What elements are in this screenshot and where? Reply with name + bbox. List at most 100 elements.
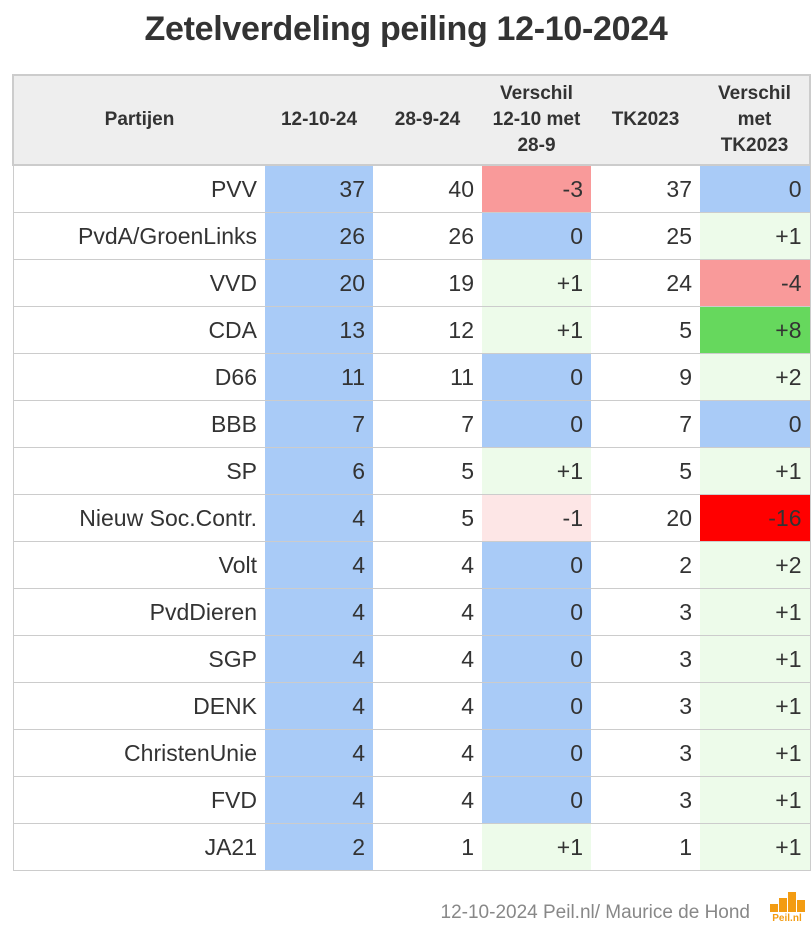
diff-previous-cell: -1 — [482, 494, 591, 542]
tk2023-seats-cell: 3 — [591, 682, 700, 730]
tk2023-seats-cell: 3 — [591, 635, 700, 683]
diff-tk2023-cell: -4 — [700, 259, 811, 307]
previous-seats-cell: 11 — [373, 353, 482, 401]
diff-previous-cell: 0 — [482, 635, 591, 683]
diff-tk2023-cell: +1 — [700, 635, 811, 683]
current-seats-cell: 26 — [265, 212, 373, 260]
party-cell: Volt — [12, 541, 265, 589]
party-cell: JA21 — [12, 823, 265, 871]
tk2023-seats-cell: 5 — [591, 306, 700, 354]
table-row: Nieuw Soc.Contr. 4 5 -1 20 -16 — [12, 494, 811, 542]
diff-previous-cell: 0 — [482, 588, 591, 636]
diff-tk2023-cell: 0 — [700, 400, 811, 448]
table-row: PVV 37 40 -3 37 0 — [12, 165, 811, 213]
source-credit: 12-10-2024 Peil.nl/ Maurice de Hond — [440, 902, 750, 923]
header-tk2023: TK2023 — [591, 74, 700, 166]
diff-tk2023-cell: +1 — [700, 682, 811, 730]
diff-tk2023-cell: +1 — [700, 776, 811, 824]
previous-seats-cell: 40 — [373, 165, 482, 213]
table-row: JA21 2 1 +1 1 +1 — [12, 823, 811, 871]
header-row: Partijen 12-10-24 28-9-24 Verschil 12-10… — [12, 74, 811, 166]
table-row: VVD 20 19 +1 24 -4 — [12, 259, 811, 307]
diff-tk2023-cell: +1 — [700, 823, 811, 871]
tk2023-seats-cell: 2 — [591, 541, 700, 589]
previous-seats-cell: 1 — [373, 823, 482, 871]
page-title: Zetelverdeling peiling 12-10-2024 — [144, 10, 668, 48]
tk2023-seats-cell: 20 — [591, 494, 700, 542]
diff-tk2023-cell: +2 — [700, 541, 811, 589]
current-seats-cell: 11 — [265, 353, 373, 401]
party-cell: PVV — [12, 165, 265, 213]
party-cell: PvdDieren — [12, 588, 265, 636]
diff-tk2023-cell: +1 — [700, 212, 811, 260]
diff-tk2023-cell: +8 — [700, 306, 811, 354]
previous-seats-cell: 5 — [373, 447, 482, 495]
previous-seats-cell: 4 — [373, 541, 482, 589]
tk2023-seats-cell: 25 — [591, 212, 700, 260]
table-body: PVV 37 40 -3 37 0 PvdA/GroenLinks 26 26 0 25 +1 VVD 2… — [12, 165, 811, 871]
diff-previous-cell: 0 — [482, 400, 591, 448]
tk2023-seats-cell: 3 — [591, 776, 700, 824]
party-cell: CDA — [12, 306, 265, 354]
previous-seats-cell: 5 — [373, 494, 482, 542]
tk2023-seats-cell: 37 — [591, 165, 700, 213]
party-cell: DENK — [12, 682, 265, 730]
diff-tk2023-cell: +1 — [700, 729, 811, 777]
seat-table: Partijen 12-10-24 28-9-24 Verschil 12-10… — [12, 74, 811, 871]
header-previous: 28-9-24 — [373, 74, 482, 166]
current-seats-cell: 2 — [265, 823, 373, 871]
tk2023-seats-cell: 7 — [591, 400, 700, 448]
diff-tk2023-cell: +1 — [700, 588, 811, 636]
tk2023-seats-cell: 24 — [591, 259, 700, 307]
current-seats-cell: 4 — [265, 682, 373, 730]
previous-seats-cell: 26 — [373, 212, 482, 260]
tk2023-seats-cell: 3 — [591, 729, 700, 777]
current-seats-cell: 4 — [265, 541, 373, 589]
current-seats-cell: 4 — [265, 776, 373, 824]
diff-tk2023-cell: +2 — [700, 353, 811, 401]
logo-text: Peil.nl — [772, 913, 802, 924]
tk2023-seats-cell: 5 — [591, 447, 700, 495]
party-cell: Nieuw Soc.Contr. — [12, 494, 265, 542]
header-diff-tk2023: Verschil met TK2023 — [700, 74, 811, 166]
table-row: DENK 4 4 0 3 +1 — [12, 682, 811, 730]
party-cell: SP — [12, 447, 265, 495]
diff-tk2023-cell: -16 — [700, 494, 811, 542]
diff-tk2023-cell: +1 — [700, 447, 811, 495]
table-row: SP 6 5 +1 5 +1 — [12, 447, 811, 495]
current-seats-cell: 4 — [265, 588, 373, 636]
tk2023-seats-cell: 3 — [591, 588, 700, 636]
party-cell: ChristenUnie — [12, 729, 265, 777]
current-seats-cell: 4 — [265, 729, 373, 777]
previous-seats-cell: 12 — [373, 306, 482, 354]
party-cell: BBB — [12, 400, 265, 448]
diff-previous-cell: 0 — [482, 682, 591, 730]
header-current: 12-10-24 — [265, 74, 373, 166]
diff-previous-cell: +1 — [482, 823, 591, 871]
peil-logo: Peil.nl — [767, 888, 807, 924]
table-row: Volt 4 4 0 2 +2 — [12, 541, 811, 589]
tk2023-seats-cell: 1 — [591, 823, 700, 871]
table-row: SGP 4 4 0 3 +1 — [12, 635, 811, 683]
table-row: ChristenUnie 4 4 0 3 +1 — [12, 729, 811, 777]
current-seats-cell: 7 — [265, 400, 373, 448]
previous-seats-cell: 4 — [373, 729, 482, 777]
table-row: CDA 13 12 +1 5 +8 — [12, 306, 811, 354]
header-diff-previous: Verschil 12-10 met 28-9 — [482, 74, 591, 166]
current-seats-cell: 6 — [265, 447, 373, 495]
current-seats-cell: 4 — [265, 494, 373, 542]
diff-previous-cell: +1 — [482, 259, 591, 307]
tk2023-seats-cell: 9 — [591, 353, 700, 401]
table-row: PvdDieren 4 4 0 3 +1 — [12, 588, 811, 636]
table-row: FVD 4 4 0 3 +1 — [12, 776, 811, 824]
diff-previous-cell: 0 — [482, 729, 591, 777]
table-row: D66 11 11 0 9 +2 — [12, 353, 811, 401]
diff-previous-cell: 0 — [482, 776, 591, 824]
diff-tk2023-cell: 0 — [700, 165, 811, 213]
diff-previous-cell: 0 — [482, 541, 591, 589]
diff-previous-cell: +1 — [482, 306, 591, 354]
table-row: PvdA/GroenLinks 26 26 0 25 +1 — [12, 212, 811, 260]
current-seats-cell: 4 — [265, 635, 373, 683]
previous-seats-cell: 7 — [373, 400, 482, 448]
previous-seats-cell: 19 — [373, 259, 482, 307]
